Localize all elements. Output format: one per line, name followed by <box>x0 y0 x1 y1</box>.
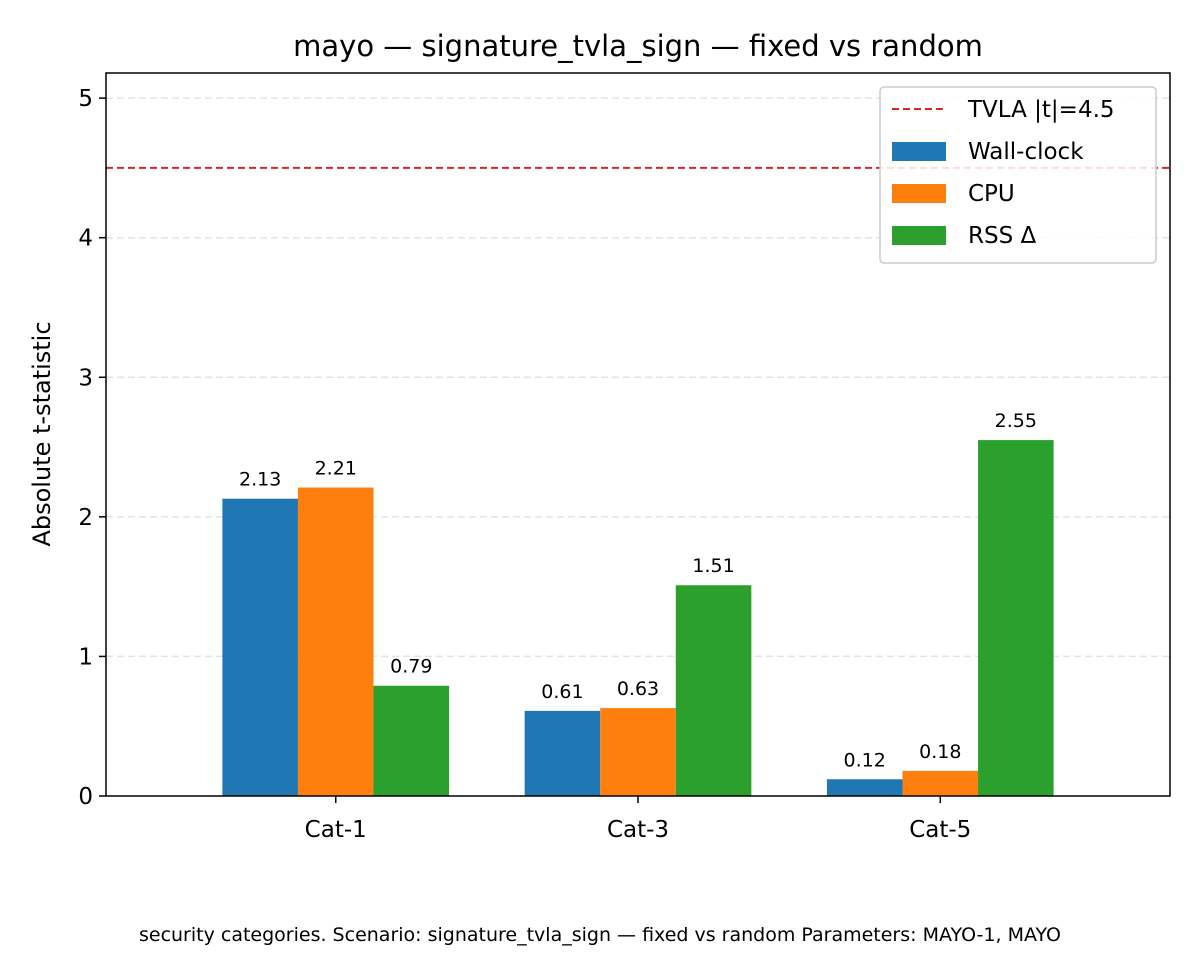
legend-swatch <box>892 142 946 161</box>
x-axis: Cat-1 Cat-3 Cat-5 <box>305 796 971 843</box>
legend-swatch <box>892 184 946 203</box>
bar <box>826 779 903 796</box>
bar-chart: mayo — signature_tvla_sign — fixed vs ra… <box>28 29 1171 843</box>
legend-threshold-label: TVLA |t|=4.5 <box>967 97 1115 123</box>
y-tick-label: 3 <box>78 365 93 391</box>
bar <box>373 685 450 796</box>
x-tick-label: Cat-5 <box>909 817 971 843</box>
y-axis-label: Absolute t-statistic <box>28 321 56 546</box>
y-axis: 0 1 2 3 4 5 <box>78 86 106 810</box>
bar-value-label: 2.21 <box>315 458 357 480</box>
bar-value-label: 0.79 <box>390 656 432 678</box>
x-tick-label: Cat-3 <box>607 817 669 843</box>
legend-label: CPU <box>968 181 1015 207</box>
bar <box>902 770 979 796</box>
bar-value-label: 2.55 <box>995 410 1037 432</box>
bar-value-label: 2.13 <box>239 469 281 491</box>
y-tick-label: 4 <box>78 226 93 252</box>
legend-label: RSS Δ <box>968 223 1036 249</box>
legend-label: Wall-clock <box>968 139 1084 165</box>
bar-value-label: 0.63 <box>617 678 659 700</box>
bar <box>978 440 1054 796</box>
figure-caption: security categories. Scenario: signature… <box>138 924 1062 946</box>
legend-swatch <box>892 226 946 245</box>
y-tick-label: 5 <box>78 86 93 112</box>
bar-value-label: 0.61 <box>541 681 583 703</box>
bar <box>297 487 374 796</box>
bar-value-label: 1.51 <box>692 555 734 577</box>
legend-box <box>879 86 1157 264</box>
bar-value-label: 0.12 <box>844 749 886 771</box>
bar <box>524 710 601 796</box>
x-tick-label: Cat-1 <box>305 817 367 843</box>
bars: 2.13 2.21 0.79 0.61 0.63 1.51 0.12 0.18 2.55 <box>222 410 1054 796</box>
bar <box>222 498 298 796</box>
y-tick-label: 2 <box>78 505 93 531</box>
bar <box>675 585 752 796</box>
legend: TVLA |t|=4.5 Wall-clock CPU RSS Δ <box>879 86 1157 264</box>
y-tick-label: 1 <box>78 644 93 670</box>
chart-title: mayo — signature_tvla_sign — fixed vs ra… <box>293 29 983 63</box>
bar <box>600 708 676 796</box>
y-tick-label: 0 <box>78 784 93 810</box>
bar-value-label: 0.18 <box>919 741 961 763</box>
